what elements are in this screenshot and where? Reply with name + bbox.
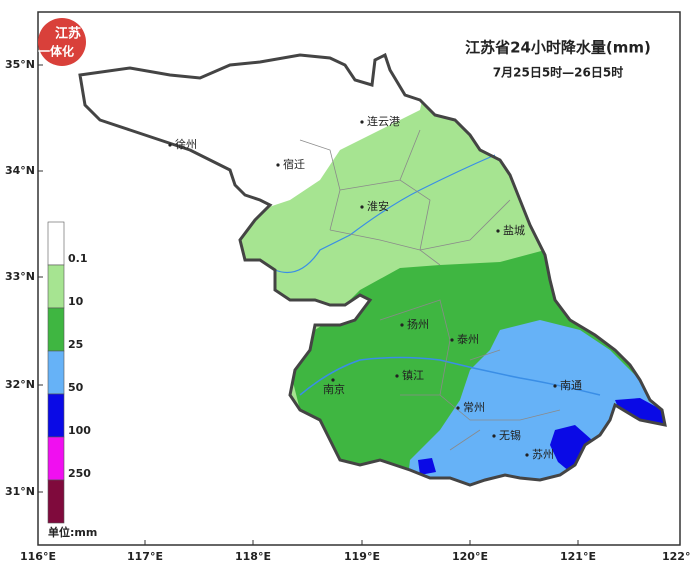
lon-label: 119°E xyxy=(344,550,380,563)
lon-label: 120°E xyxy=(452,550,488,563)
lat-label: 33°N xyxy=(5,270,35,283)
legend-unit: 单位:mm xyxy=(48,525,97,539)
city-boundary xyxy=(299,129,561,451)
city-dot xyxy=(400,323,404,327)
city-label: 连云港 xyxy=(367,115,400,128)
river xyxy=(299,356,601,396)
city-label: 南通 xyxy=(560,379,582,392)
city-dot xyxy=(395,374,399,378)
city-dot xyxy=(496,229,500,233)
legend-swatch xyxy=(47,264,65,309)
legend-label: 0.1 xyxy=(68,252,88,265)
city-label: 苏州 xyxy=(532,448,554,461)
lon-label: 117°E xyxy=(127,550,163,563)
city-label: 泰州 xyxy=(457,332,479,346)
city-label: 盐城 xyxy=(503,224,525,237)
logo-text: 一体化 xyxy=(38,44,74,59)
lat-label: 31°N xyxy=(5,485,35,498)
legend-swatch xyxy=(47,479,65,524)
legend-swatch xyxy=(47,307,65,352)
subtitle: 7月25日5时—26日5时 xyxy=(493,65,623,80)
city-label: 扬州 xyxy=(407,317,429,331)
city-label: 淮安 xyxy=(367,199,389,213)
city-dot xyxy=(360,120,364,124)
lon-label: 116°E xyxy=(20,550,56,563)
lat-label: 32°N xyxy=(5,378,35,391)
city-dot xyxy=(168,143,172,147)
legend-label: 50 xyxy=(68,381,84,394)
city-dot xyxy=(276,163,280,167)
city-label: 无锡 xyxy=(499,428,521,442)
legend-swatch xyxy=(47,350,65,395)
lat-label: 34°N xyxy=(5,164,35,177)
legend-swatch xyxy=(47,436,65,481)
legend-swatch xyxy=(47,221,65,266)
city-label: 宿迁 xyxy=(283,157,305,171)
legend-label: 25 xyxy=(68,338,83,351)
lon-label: 118°E xyxy=(235,550,271,563)
city-label: 常州 xyxy=(463,401,485,414)
city-dot xyxy=(360,205,364,209)
legend-label: 100 xyxy=(68,424,91,437)
lon-label: 121°E xyxy=(560,550,596,563)
legend-label: 250 xyxy=(68,467,91,480)
city-label: 南京 xyxy=(323,382,345,396)
logo-text: 江苏 xyxy=(55,26,81,42)
logo xyxy=(38,18,86,66)
legend-label: 10 xyxy=(68,295,84,308)
legend-swatch xyxy=(47,393,65,438)
city-dot xyxy=(553,384,557,388)
lat-label: 35°N xyxy=(5,58,35,71)
river xyxy=(274,154,496,274)
city-dot xyxy=(450,338,454,342)
city-dot xyxy=(525,453,529,457)
city-label: 徐州 xyxy=(175,137,197,151)
city-dot xyxy=(456,406,460,410)
city-label: 镇江 xyxy=(402,368,424,382)
city-dot xyxy=(331,378,335,382)
title: 江苏省24小时降水量(mm) xyxy=(465,39,651,57)
lon-label: 122°E xyxy=(662,550,690,563)
city-dot xyxy=(492,434,496,438)
